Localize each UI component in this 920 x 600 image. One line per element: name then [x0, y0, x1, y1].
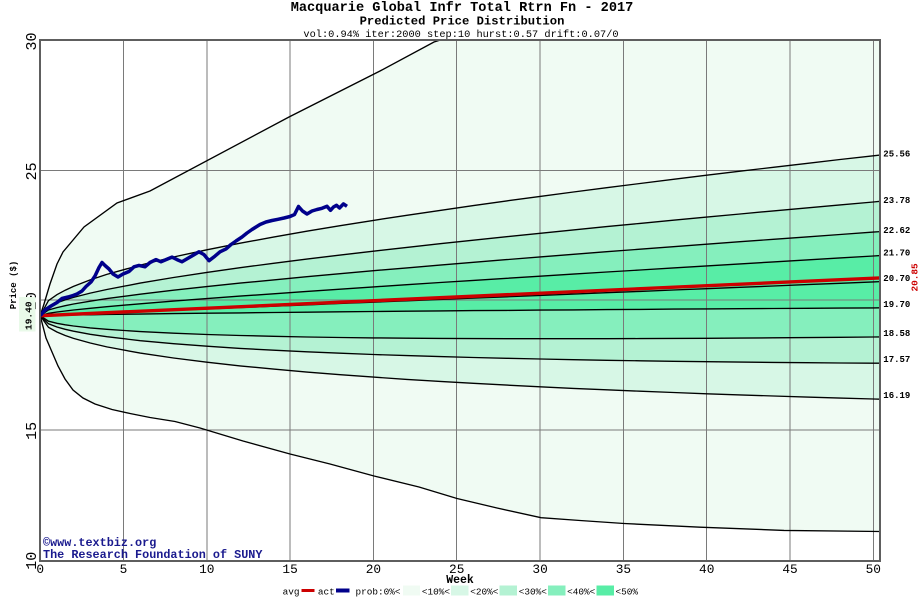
svg-text:Macquarie Global Infr Total Rt: Macquarie Global Infr Total Rtrn Fn - 20…	[291, 1, 634, 16]
svg-text:<20%<: <20%<	[470, 586, 499, 597]
svg-text:40: 40	[699, 562, 714, 577]
svg-text:Predicted Price Distribution: Predicted Price Distribution	[360, 15, 565, 29]
svg-text:0: 0	[36, 562, 44, 577]
svg-text:<40%<: <40%<	[567, 586, 596, 597]
svg-text:30: 30	[532, 562, 547, 577]
svg-text:10: 10	[199, 562, 214, 577]
svg-text:©www.textbiz.org: ©www.textbiz.org	[43, 536, 156, 550]
svg-text:21.70: 21.70	[883, 248, 910, 258]
svg-text:15: 15	[282, 562, 297, 577]
svg-text:18.58: 18.58	[883, 329, 910, 339]
svg-text:act: act	[318, 586, 335, 597]
svg-text:50: 50	[866, 562, 881, 577]
svg-text:19.40: 19.40	[24, 301, 35, 330]
svg-text:avg: avg	[283, 586, 300, 597]
svg-text:16.19: 16.19	[883, 391, 910, 401]
svg-text:45: 45	[782, 562, 797, 577]
svg-text:prob:0%<: prob:0%<	[356, 586, 401, 597]
svg-text:Week: Week	[446, 574, 474, 587]
svg-text:15: 15	[24, 422, 41, 440]
svg-text:<30%<: <30%<	[519, 586, 548, 597]
svg-text:25: 25	[24, 162, 41, 180]
svg-text:10: 10	[24, 552, 41, 570]
svg-text:30: 30	[24, 32, 41, 50]
svg-text:20.85: 20.85	[910, 263, 920, 292]
svg-text:5: 5	[120, 562, 128, 577]
svg-text:Price ($): Price ($)	[9, 261, 19, 310]
svg-text:22.62: 22.62	[883, 226, 910, 236]
svg-text:35: 35	[616, 562, 631, 577]
svg-text:25: 25	[449, 562, 464, 577]
svg-text:17.57: 17.57	[883, 355, 910, 365]
svg-text:23.78: 23.78	[883, 196, 910, 206]
svg-text:The Research Foundation of SUN: The Research Foundation of SUNY	[43, 548, 263, 562]
svg-text:25.56: 25.56	[883, 150, 910, 160]
svg-text:20: 20	[366, 562, 381, 577]
svg-text:vol:0.94% iter:2000 step:10 hu: vol:0.94% iter:2000 step:10 hurst:0.57 d…	[303, 29, 618, 41]
svg-text:19.70: 19.70	[883, 300, 910, 310]
svg-text:20.70: 20.70	[883, 274, 910, 284]
svg-text:<50%: <50%	[616, 586, 639, 597]
svg-text:<10%<: <10%<	[422, 586, 451, 597]
